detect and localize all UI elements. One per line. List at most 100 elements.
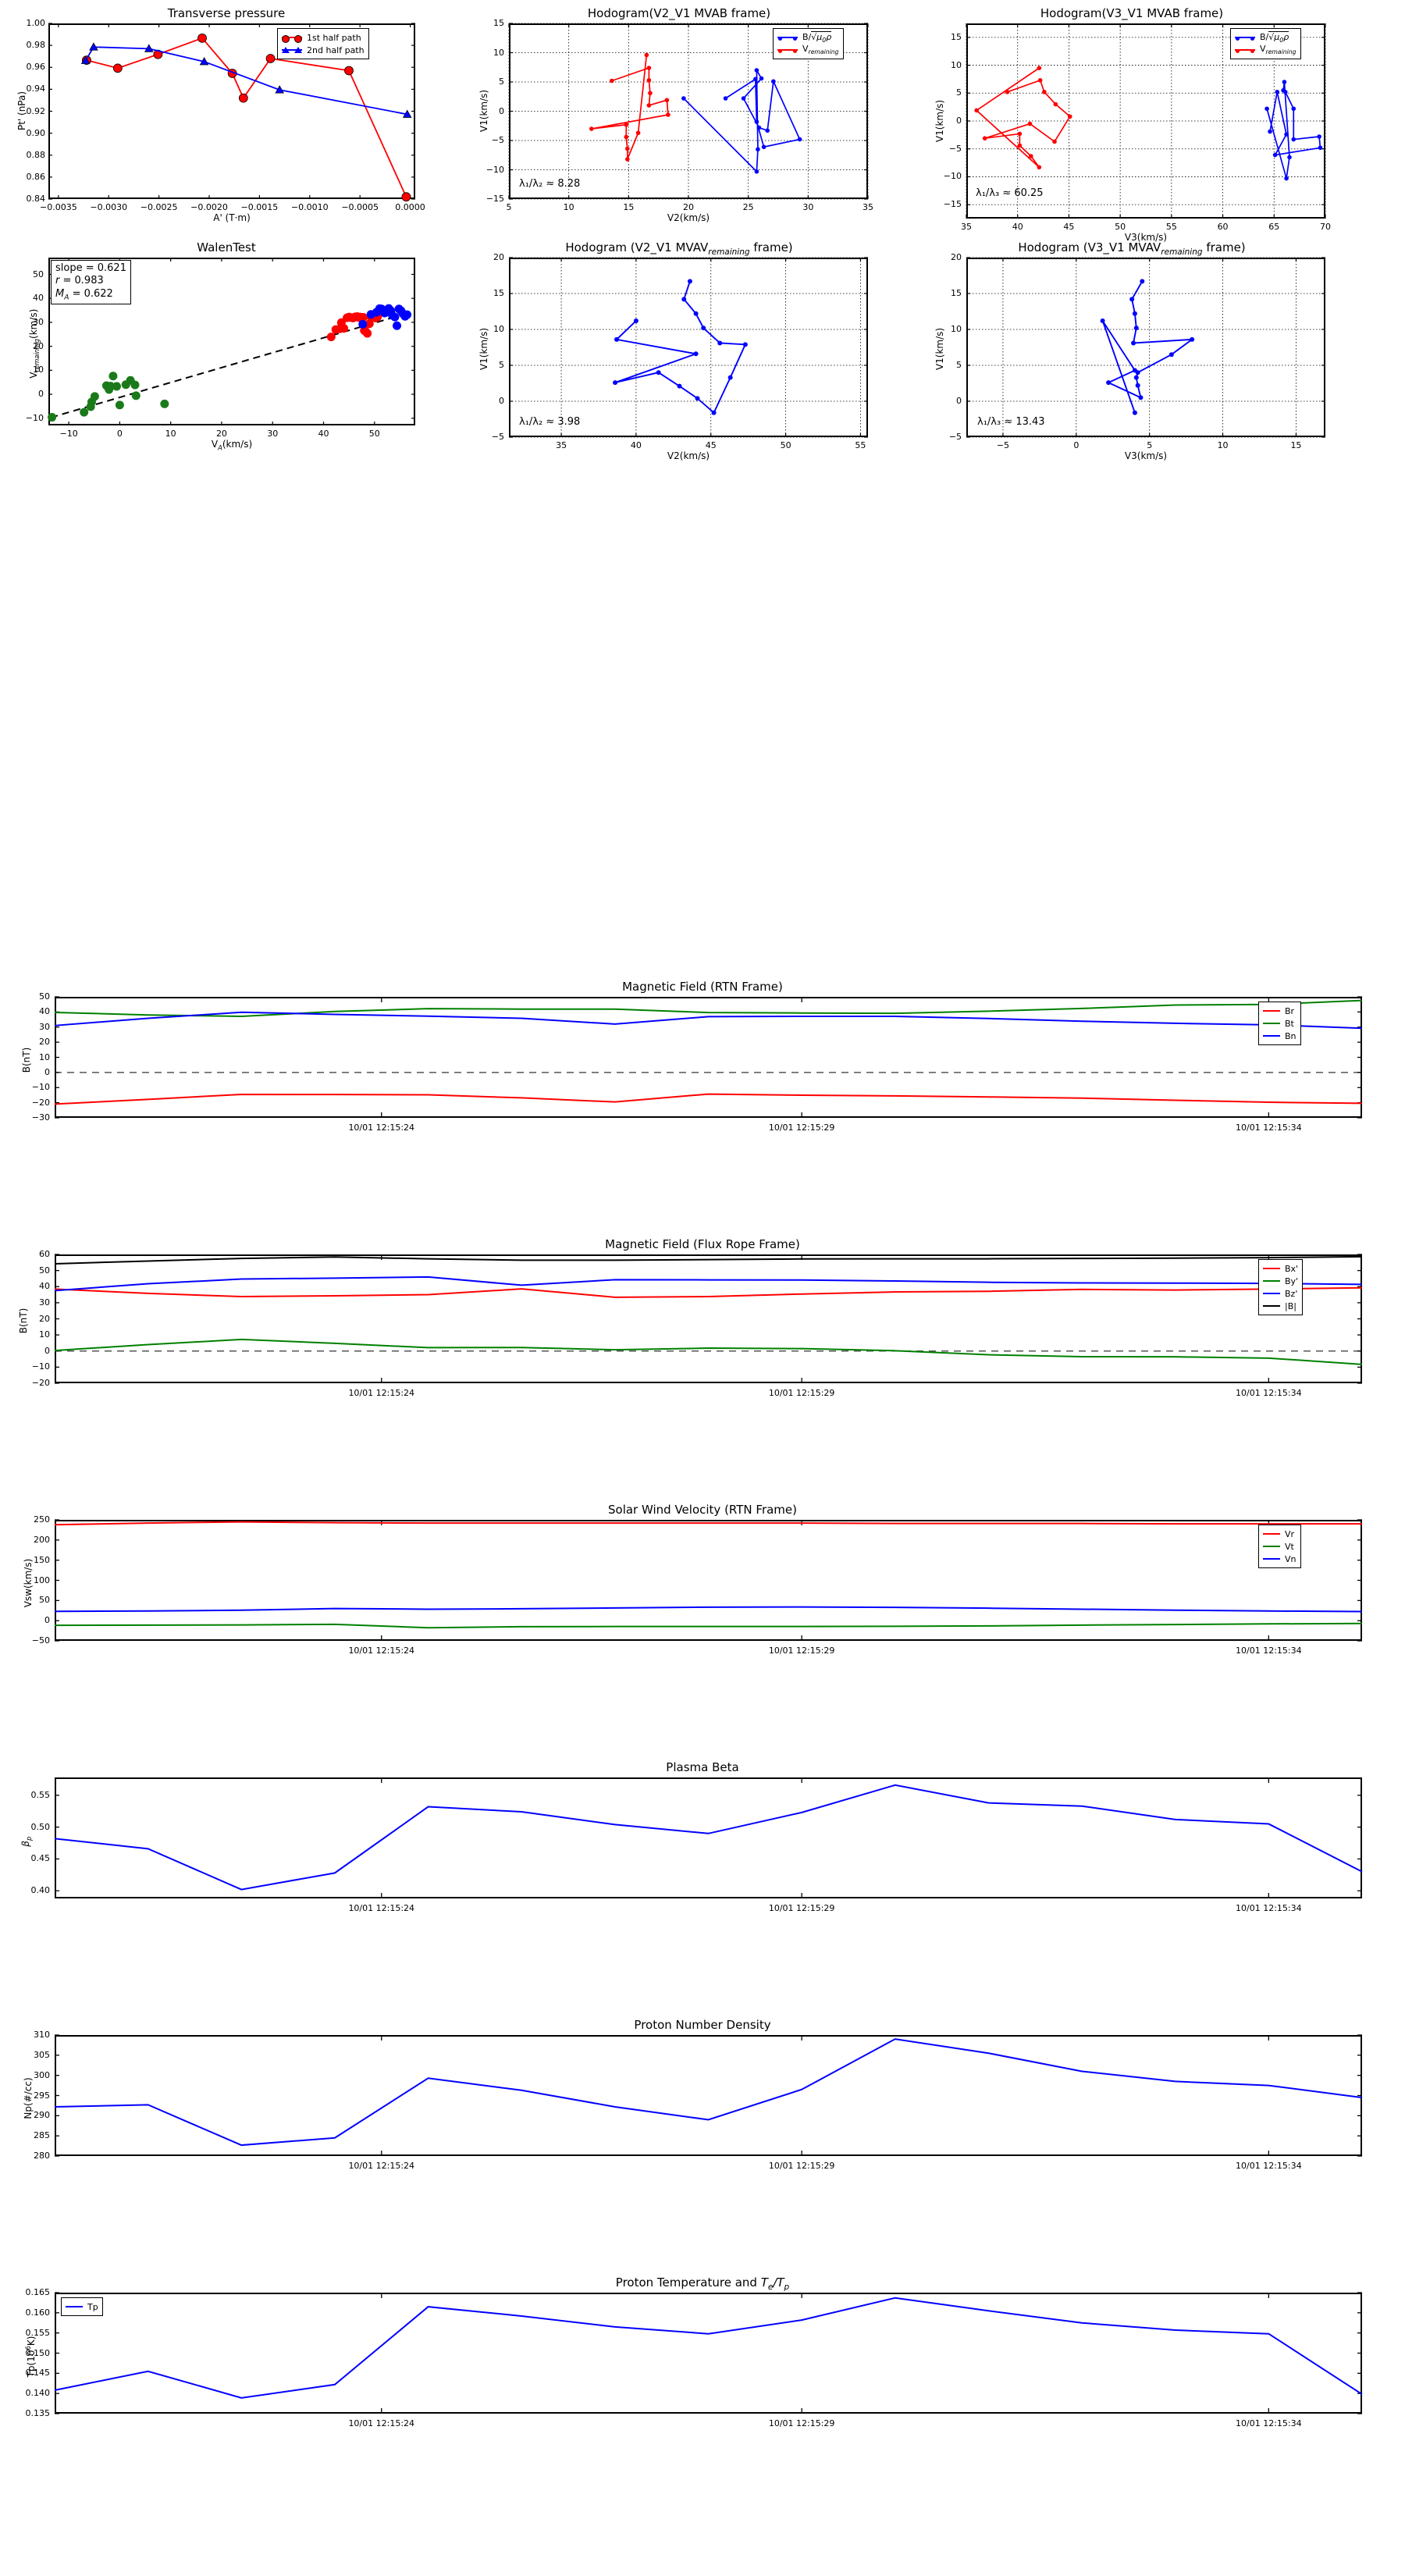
- y-tick-label: 0.90: [26, 127, 46, 138]
- panel-title: Magnetic Field (RTN Frame): [622, 980, 783, 994]
- y-tick-label: 150: [34, 1554, 50, 1565]
- plot-area: [55, 1520, 1362, 1641]
- legend-item-0: Bx': [1263, 1262, 1298, 1275]
- x-tick-label: 10/01 12:15:29: [768, 2161, 835, 2171]
- x-tick-label: −5: [996, 440, 1010, 450]
- legend-label: Bz': [1285, 1288, 1298, 1299]
- legend-swatch-line: [1263, 1035, 1280, 1037]
- panel-proton-temperature: Proton Temperature and Te/Tp Tp(106K) 0.…: [0, 2275, 1405, 2455]
- legend-swatch-line: [1263, 1533, 1280, 1535]
- y-tick-label: 0: [38, 389, 44, 400]
- y-tick-label: 0.145: [25, 2368, 51, 2379]
- y-tick-label: 10: [39, 1329, 50, 1340]
- y-tick-label: −20: [31, 1097, 50, 1108]
- legend-label: Bx': [1285, 1263, 1299, 1274]
- x-tick-label: 15: [623, 202, 635, 212]
- legend-label: |B|: [1285, 1300, 1297, 1311]
- plot-canvas: [509, 257, 868, 438]
- y-tick-label: 280: [34, 2151, 50, 2161]
- y-tick-label: −5: [948, 143, 962, 154]
- x-tick-label: 20: [683, 202, 694, 212]
- legend-item-1: Bt: [1263, 1017, 1297, 1030]
- legend-label: 1st half path: [307, 32, 361, 43]
- x-tick-label: 10/01 12:15:34: [1236, 1646, 1302, 1656]
- plot-canvas: [54, 1254, 1363, 1384]
- legend-label: Vn: [1285, 1553, 1297, 1564]
- y-tick-label: 0.140: [25, 2388, 51, 2399]
- legend-label: Vremaining: [802, 44, 839, 56]
- y-tick-label: 290: [34, 2110, 50, 2121]
- y-tick-label: 15: [951, 31, 962, 42]
- x-axis-label: V2(km/s): [667, 450, 710, 461]
- x-tick-label: 10/01 12:15:34: [1236, 1123, 1302, 1133]
- y-tick-label: −15: [486, 194, 504, 204]
- legend-item-0: B/√μ0ρ: [777, 30, 839, 44]
- y-tick-label: 0.86: [26, 171, 46, 182]
- y-tick-label: 50: [39, 991, 50, 1002]
- y-tick-label: 0.96: [26, 62, 46, 73]
- legend-swatch-line: [777, 36, 798, 41]
- plot-canvas: [966, 257, 1325, 438]
- legend-item-0: Vr: [1263, 1528, 1297, 1540]
- plot-area: [55, 2035, 1362, 2156]
- legend-swatch-line: [1263, 1268, 1280, 1269]
- legend: 1st half path 2nd half path: [277, 28, 369, 59]
- y-tick-label: 0: [956, 396, 962, 406]
- legend-swatch-line: [1263, 1546, 1280, 1547]
- y-tick-label: 300: [34, 2069, 50, 2080]
- plot-area: [55, 1254, 1362, 1383]
- y-tick-label: 20: [493, 252, 504, 262]
- plot-canvas: [54, 996, 1363, 1119]
- x-tick-label: 10/01 12:15:29: [768, 2418, 835, 2428]
- y-tick-label: 100: [34, 1574, 50, 1585]
- x-tick-label: 10/01 12:15:34: [1236, 2161, 1302, 2171]
- panel-title: WalenTest: [197, 240, 256, 254]
- x-tick-label: 5: [1147, 440, 1153, 450]
- panel-magnetic-field-flux-rope: Magnetic Field (Flux Rope Frame) B(nT) −…: [0, 1237, 1405, 1417]
- y-tick-label: −5: [491, 135, 504, 145]
- y-tick-label: 50: [33, 269, 44, 279]
- legend: Br Bt Bn: [1258, 1002, 1301, 1045]
- plot-area: [55, 2293, 1362, 2414]
- legend-swatch-line: [66, 2306, 83, 2307]
- x-tick-label: 10/01 12:15:24: [348, 1123, 415, 1133]
- x-tick-label: 50: [780, 440, 791, 450]
- y-tick-label: −30: [31, 1112, 50, 1123]
- fit-stats-box: slope = 0.621 r = 0.983 MA = 0.622: [51, 260, 131, 305]
- x-tick-label: 15: [1290, 440, 1302, 450]
- panel-plasma-beta: Plasma Beta βp 0.40 0.45 0.50 0.55 10/01 12:…: [0, 1760, 1405, 1932]
- x-tick-label: 10/01 12:15:34: [1236, 2418, 1302, 2428]
- panel-hodogram-v3v1-mvab: Hodogram(V3_V1 MVAB frame) V1(km/s) V3(k…: [905, 0, 1405, 243]
- plot-canvas: [54, 1777, 1363, 1898]
- legend-item-1: By': [1263, 1275, 1298, 1287]
- x-tick-label: −0.0025: [140, 202, 178, 212]
- x-tick-label: 70: [1320, 222, 1331, 232]
- y-tick-label: 10: [951, 59, 962, 70]
- legend-swatch-line: [1263, 1280, 1280, 1282]
- legend-label: B/√μ0ρ: [1260, 30, 1289, 44]
- y-tick-label: 0.84: [26, 194, 46, 204]
- panel-title: Hodogram(V2_V1 MVAB frame): [587, 6, 771, 20]
- plot-canvas: [508, 23, 869, 200]
- y-tick-label: 0.135: [25, 2408, 51, 2418]
- y-tick-label: 0.55: [30, 1789, 51, 1800]
- y-tick-label: 1.00: [26, 18, 46, 28]
- y-tick-label: 295: [34, 2090, 50, 2101]
- x-tick-label: 5: [506, 202, 512, 212]
- y-tick-label: 0.88: [26, 149, 46, 160]
- y-tick-label: 305: [34, 2049, 50, 2060]
- legend-swatch-line: [1263, 1293, 1280, 1294]
- eigenvalue-ratio-annotation: λ₁/λ₂ ≈ 3.98: [519, 416, 581, 428]
- legend-label: Br: [1285, 1005, 1295, 1016]
- x-tick-label: 10/01 12:15:24: [348, 1646, 415, 1656]
- panel-solar-wind-velocity: Solar Wind Velocity (RTN Frame) Vsw(km/s…: [0, 1503, 1405, 1674]
- y-tick-label: 0: [499, 105, 504, 116]
- panel-hodogram-v2v1-mvav: Hodogram (V2_V1 MVAVremaining frame) V1(…: [453, 234, 905, 461]
- x-tick-label: 0.0000: [395, 202, 425, 212]
- y-tick-label: −50: [31, 1635, 50, 1646]
- y-tick-label: 15: [493, 288, 504, 298]
- y-tick-label: 20: [33, 340, 44, 351]
- y-tick-label: 5: [956, 87, 962, 98]
- y-tick-label: 0.160: [25, 2307, 51, 2318]
- x-tick-label: 30: [802, 202, 814, 212]
